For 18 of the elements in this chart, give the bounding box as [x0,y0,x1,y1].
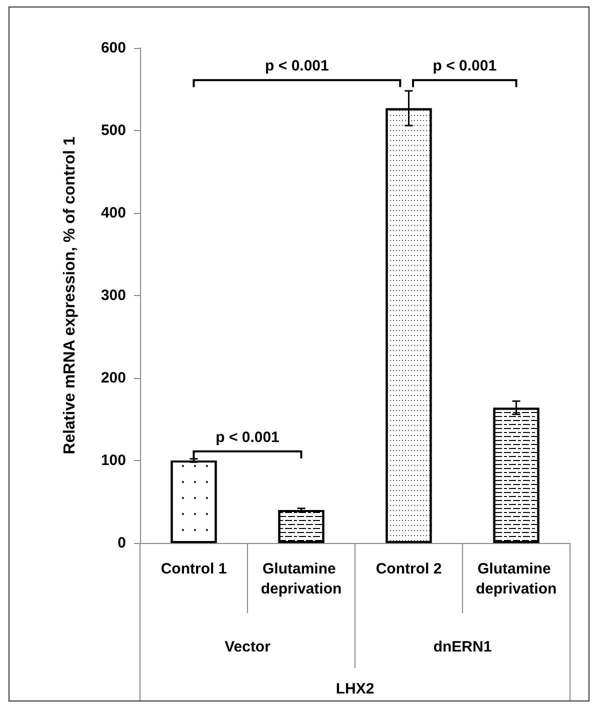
y-tick-label: 300 [100,287,126,304]
x-tick-label: Control 1 [160,560,227,578]
y-tick-label: 0 [118,534,126,552]
y-tick-label: 500 [100,122,126,139]
x-tick-label: Glutamine deprivation [476,560,557,598]
annotation: p < 0.001 [216,428,280,446]
annotation: p < 0.001 [432,58,497,75]
text: Vector [224,638,271,656]
y-tick-label: 400 [100,204,126,222]
annotation: p < 0.001 [265,58,329,75]
x-tick-label: Glutamine deprivation [260,560,342,598]
text: LHX2 [336,680,374,698]
x-tick-label: Control 2 [376,560,442,578]
y-tick-label: 200 [100,370,126,386]
y-tick-label: 600 [100,40,126,56]
y-axis-title: Relative mRNA expression, % of control 1 [62,136,78,454]
y-tick-label: 100 [100,452,126,469]
text: dnERN1 [433,638,492,656]
